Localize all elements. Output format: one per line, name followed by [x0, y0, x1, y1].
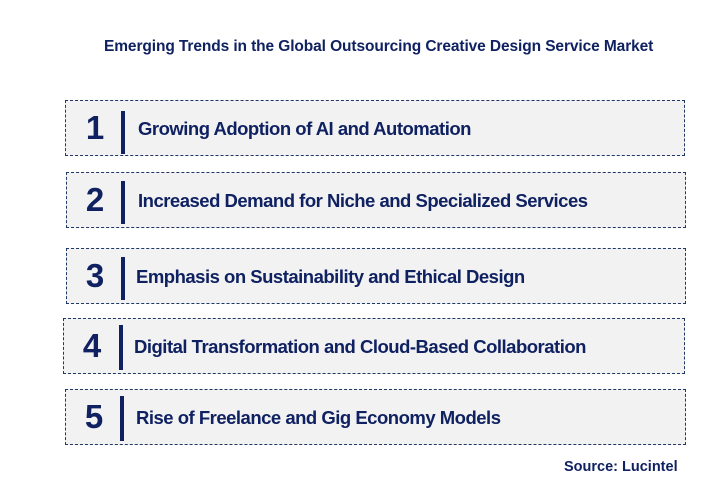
trend-number: 3: [85, 257, 105, 294]
trend-item-3: 3 Emphasis on Sustainability and Ethical…: [66, 248, 686, 304]
trend-item-4: 4 Digital Transformation and Cloud-Based…: [63, 318, 685, 374]
divider-bar: [121, 257, 125, 300]
trend-item-2: 2 Increased Demand for Niche and Special…: [66, 172, 686, 228]
trend-item-1: 1 Growing Adoption of AI and Automation: [65, 100, 685, 156]
trend-number: 2: [85, 181, 105, 218]
chart-title: Emerging Trends in the Global Outsourcin…: [104, 38, 654, 55]
trend-label: Increased Demand for Niche and Specializ…: [138, 190, 588, 211]
trend-number: 5: [84, 398, 104, 435]
divider-bar: [119, 325, 123, 370]
trend-label: Emphasis on Sustainability and Ethical D…: [136, 266, 525, 287]
divider-bar: [121, 181, 125, 224]
trend-label: Growing Adoption of AI and Automation: [138, 118, 471, 139]
source-label: Source: Lucintel: [564, 459, 678, 475]
divider-bar: [121, 111, 125, 154]
trend-label: Rise of Freelance and Gig Economy Models: [136, 407, 501, 428]
divider-bar: [120, 396, 124, 441]
trend-item-5: 5 Rise of Freelance and Gig Economy Mode…: [65, 389, 686, 445]
trend-number: 4: [82, 327, 102, 364]
trend-number: 1: [85, 109, 105, 146]
trend-label: Digital Transformation and Cloud-Based C…: [134, 336, 586, 357]
